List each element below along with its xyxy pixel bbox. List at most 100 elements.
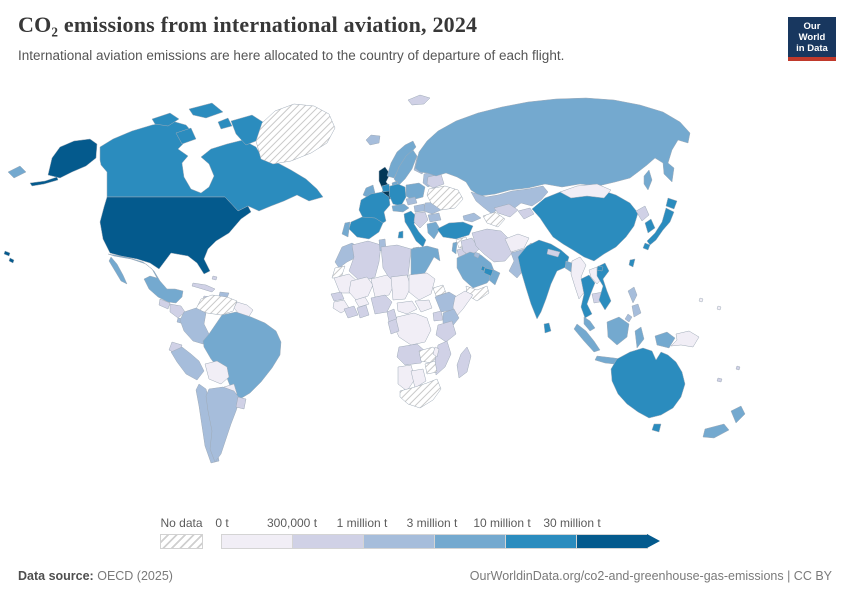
country-svalbard[interactable] <box>407 94 431 106</box>
country-russia[interactable] <box>414 97 691 197</box>
country-chukotka-west[interactable] <box>7 165 27 179</box>
country-uruguay[interactable] <box>235 396 247 410</box>
country-new-caledonia[interactable] <box>716 377 723 383</box>
country-turkey[interactable] <box>436 221 474 240</box>
country-india[interactable] <box>517 239 570 320</box>
legend-swatch-4[interactable] <box>505 534 577 549</box>
country-nz-north[interactable] <box>730 405 746 424</box>
country-uzbekistan[interactable] <box>493 203 519 218</box>
country-hainan[interactable] <box>596 265 604 272</box>
country-nz-south[interactable] <box>702 423 730 439</box>
country-cote-divoire[interactable] <box>343 305 359 319</box>
country-namibia[interactable] <box>397 364 416 392</box>
legend-swatch-2[interactable] <box>363 534 435 549</box>
country-australia[interactable] <box>610 347 686 419</box>
country-brazil[interactable] <box>202 311 282 400</box>
country-bolivia[interactable] <box>204 360 230 385</box>
country-mongolia[interactable] <box>559 183 612 199</box>
owid-logo[interactable]: Our World in Data <box>788 17 836 61</box>
country-congo-gabon[interactable] <box>387 318 400 335</box>
country-turkmenistan[interactable] <box>482 211 506 228</box>
country-aleutians[interactable] <box>29 176 59 187</box>
country-greece[interactable] <box>426 221 441 240</box>
country-qatar[interactable] <box>480 265 486 272</box>
legend-swatch-1[interactable] <box>292 534 364 549</box>
country-portugal[interactable] <box>341 221 351 238</box>
legend-no-data-swatch[interactable] <box>160 534 203 549</box>
country-madagascar[interactable] <box>456 346 472 379</box>
country-nepal[interactable] <box>546 248 561 258</box>
country-papua-new-guinea[interactable] <box>670 330 700 348</box>
country-south-africa[interactable] <box>399 378 442 409</box>
country-baja[interactable] <box>108 256 128 285</box>
country-hawaii[interactable] <box>3 250 15 264</box>
country-cuba[interactable] <box>191 282 216 293</box>
credit-link[interactable]: OurWorldinData.org/co2-and-greenhouse-ga… <box>469 569 832 583</box>
country-malaysia[interactable] <box>583 316 596 332</box>
country-mali[interactable] <box>348 276 374 301</box>
country-thailand[interactable] <box>580 274 596 319</box>
country-chad[interactable] <box>390 274 412 301</box>
country-kyrgyzstan-tajikistan[interactable] <box>517 207 535 220</box>
country-senegal[interactable] <box>330 291 345 302</box>
country-greenland[interactable] <box>255 103 336 165</box>
country-algeria[interactable] <box>348 240 382 283</box>
country-fiji[interactable] <box>735 365 741 371</box>
country-sakhalin[interactable] <box>643 169 653 191</box>
country-usa[interactable] <box>99 196 252 275</box>
country-micronesia-dots[interactable] <box>698 297 722 311</box>
country-iran[interactable] <box>471 228 514 263</box>
country-japan[interactable] <box>642 197 678 251</box>
country-sulawesi[interactable] <box>634 326 645 349</box>
country-afghanistan[interactable] <box>504 233 530 253</box>
country-honduras[interactable] <box>169 303 186 319</box>
country-czechia[interactable] <box>405 196 418 206</box>
country-mexico[interactable] <box>107 253 184 304</box>
country-south-sudan[interactable] <box>414 299 433 313</box>
country-alaska[interactable] <box>47 138 98 179</box>
country-israel-lebanon[interactable] <box>451 241 458 255</box>
country-sweden[interactable] <box>393 149 418 186</box>
country-uae[interactable] <box>483 267 494 277</box>
legend-swatch-5[interactable] <box>576 534 648 549</box>
country-mozambique[interactable] <box>434 340 452 376</box>
country-peru[interactable] <box>170 346 205 381</box>
country-tanzania[interactable] <box>435 320 457 343</box>
country-somalia[interactable] <box>452 290 474 319</box>
country-zimbabwe[interactable] <box>424 360 438 375</box>
legend-swatch-0[interactable] <box>221 534 293 549</box>
country-borneo[interactable] <box>606 316 630 346</box>
legend-swatch-3[interactable] <box>434 534 506 549</box>
country-west-papua[interactable] <box>654 331 676 349</box>
country-north-korea[interactable] <box>635 205 650 222</box>
country-balkans[interactable] <box>413 211 429 229</box>
country-sri-lanka[interactable] <box>543 322 552 334</box>
country-argentina[interactable] <box>205 386 241 463</box>
country-venezuela[interactable] <box>195 294 238 316</box>
country-poland[interactable] <box>405 182 426 201</box>
country-germany[interactable] <box>388 183 407 207</box>
country-sumatra[interactable] <box>573 323 601 353</box>
country-taiwan[interactable] <box>628 258 636 268</box>
country-drc[interactable] <box>393 312 432 346</box>
country-tasmania[interactable] <box>651 423 662 433</box>
country-iceland[interactable] <box>365 134 381 146</box>
country-bahamas[interactable] <box>211 275 218 281</box>
country-vietnam[interactable] <box>596 262 612 311</box>
country-egypt[interactable] <box>410 245 441 277</box>
country-burkina-faso[interactable] <box>354 296 370 308</box>
country-ghana[interactable] <box>356 304 370 319</box>
country-central-african-republic[interactable] <box>396 300 418 315</box>
country-hungary[interactable] <box>413 203 426 213</box>
country-bulgaria[interactable] <box>427 212 442 223</box>
country-switzerland-austria[interactable] <box>391 203 410 213</box>
country-guatemala[interactable] <box>158 298 171 310</box>
country-colombia[interactable] <box>179 307 210 345</box>
country-nigeria[interactable] <box>370 294 393 315</box>
country-uganda[interactable] <box>432 310 444 322</box>
country-caucasus[interactable] <box>462 212 482 223</box>
country-angola[interactable] <box>396 343 426 366</box>
country-philippines[interactable] <box>624 286 642 323</box>
country-botswana[interactable] <box>410 368 427 389</box>
